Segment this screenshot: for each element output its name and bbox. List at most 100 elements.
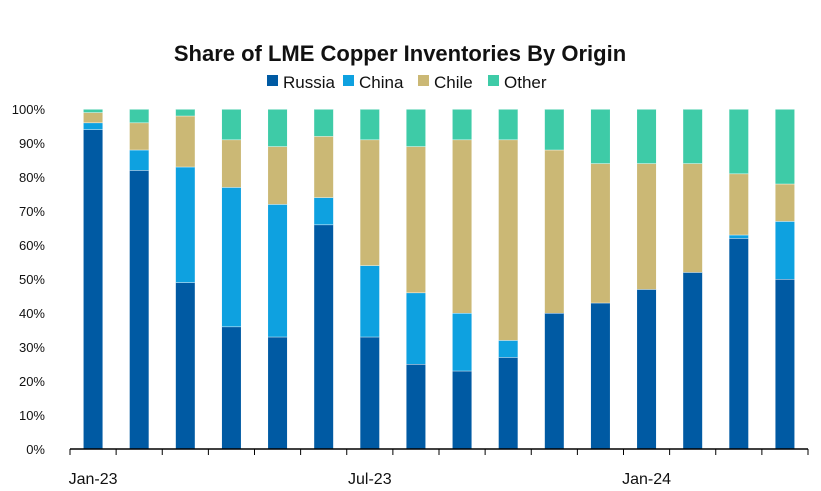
bar-segment-other [683,109,703,164]
bar-segment-chile [83,112,103,123]
bar-segment-other [498,109,518,140]
segment-divider [452,108,472,110]
bar-segment-other [129,109,149,123]
bar-segment-other [175,109,195,116]
legend-swatch-other [488,75,499,86]
bar-segment-china [314,197,334,225]
y-axis: 0% 10% 20% 30% 40% 50% 60% 70% 80% 90% 100% [12,102,46,457]
bar-segment-russia [268,336,288,449]
y-tick-label: 70% [19,204,45,219]
bar-segment-chile [221,139,241,188]
bar-segment-china [775,221,795,279]
bar-segment-other [775,109,795,184]
bar-segment-china [83,122,103,130]
bar-segment-chile [775,183,795,222]
bar-segment-russia [360,336,380,449]
legend-swatch-china [343,75,354,86]
bar-segment-chile [268,146,288,205]
bar-segment-russia [544,313,564,449]
bar-segment-russia [729,238,749,449]
bar-segment-other [221,109,241,140]
legend-swatch-chile [418,75,429,86]
bar-segment-russia [83,129,103,449]
bar-segment-chile [406,146,426,293]
bar-segment-other [314,109,334,137]
y-tick-label: 40% [19,306,45,321]
segment-divider [83,108,103,110]
bar-segment-china [498,340,518,358]
segment-divider [360,108,380,110]
segment-divider [129,108,149,110]
bar-segment-russia [637,289,657,449]
segment-divider [314,224,334,226]
bar-segment-chile [498,139,518,341]
y-tick-label: 0% [26,442,45,457]
x-tick-label: Jan-23 [69,471,118,488]
bar-segment-chile [129,122,149,150]
bar-segment-other [729,109,749,174]
bar-segment-chile [729,173,749,235]
bar-segment-other [637,109,657,164]
x-axis: Jan-23 Jul-23 Jan-24 [69,448,809,488]
segment-divider [590,108,610,110]
bars [83,108,795,449]
y-tick-label: 80% [19,170,45,185]
segment-divider [637,108,657,110]
segment-divider [314,108,334,110]
bar-segment-chile [544,149,564,313]
legend: Russia China Chile Other [267,73,547,92]
segment-divider [729,108,749,110]
bar-segment-russia [590,302,610,449]
bar-segment-other [83,109,103,113]
x-tick-label: Jan-24 [622,471,671,488]
bar-segment-russia [406,364,426,449]
legend-swatch-russia [267,75,278,86]
bar-segment-russia [452,370,472,449]
legend-label-other: Other [504,73,547,92]
bar-segment-russia [498,357,518,449]
segment-divider [406,292,426,294]
legend-label-russia: Russia [283,73,336,92]
bar-segment-other [360,109,380,140]
bar-segment-chile [637,163,657,290]
bar-segment-china [129,149,149,171]
y-tick-label: 20% [19,374,45,389]
bar-segment-chile [360,139,380,266]
legend-label-china: China [359,73,404,92]
segment-divider [406,108,426,110]
x-tick-label: Jul-23 [348,471,392,488]
y-tick-label: 90% [19,136,45,151]
y-tick-label: 50% [19,272,45,287]
y-tick-label: 10% [19,408,45,423]
chart-title: Share of LME Copper Inventories By Origi… [174,41,626,66]
bar-segment-russia [683,272,703,449]
segment-divider [221,108,241,110]
bar-segment-china [729,234,749,239]
segment-divider [498,108,518,110]
bar-segment-other [590,109,610,164]
bar-segment-china [360,265,380,337]
bar-segment-china [452,313,472,371]
legend-label-chile: Chile [434,73,473,92]
bar-segment-russia [221,326,241,449]
bar-segment-russia [314,224,334,449]
bar-segment-other [268,109,288,147]
bar-segment-chile [590,163,610,303]
bar-segment-chile [452,139,472,313]
bar-segment-china [175,166,195,283]
bar-segment-other [544,109,564,150]
bar-segment-russia [129,170,149,449]
segment-divider [683,108,703,110]
bar-segment-china [406,292,426,364]
y-tick-label: 30% [19,340,45,355]
segment-divider [544,108,564,110]
bar-segment-russia [775,279,795,449]
bar-segment-china [268,204,288,337]
bar-segment-china [221,187,241,327]
segment-divider [175,108,195,110]
bar-segment-other [406,109,426,147]
segment-divider [268,108,288,110]
bar-segment-chile [683,163,703,273]
bar-segment-chile [314,136,334,198]
